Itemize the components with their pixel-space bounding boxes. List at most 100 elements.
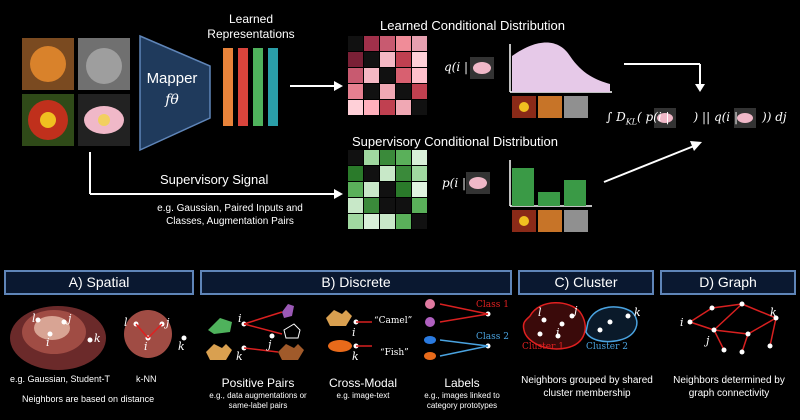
graph-edge-8 bbox=[741, 333, 749, 353]
matrix-cell bbox=[412, 68, 427, 83]
kl-suffix: )) dj bbox=[762, 110, 787, 124]
graph-edge-3 bbox=[711, 303, 743, 309]
sup-bar-2 bbox=[538, 192, 560, 206]
graph-node-4 bbox=[745, 331, 751, 337]
matrix-cell bbox=[364, 198, 379, 213]
matrix-cell bbox=[364, 52, 379, 67]
spatial-label-i: i bbox=[46, 336, 50, 349]
cluster-label-i: i bbox=[556, 326, 560, 339]
kl-prefix: ∫ D bbox=[606, 110, 626, 124]
cm-label-k: k bbox=[352, 350, 359, 363]
graph-label-i: i bbox=[680, 316, 684, 329]
matrix-cell bbox=[348, 214, 363, 229]
cluster2-label: Cluster 2 bbox=[586, 342, 629, 352]
matrix-cell bbox=[380, 182, 395, 197]
matrix-cell bbox=[348, 84, 363, 99]
matrix-cell bbox=[380, 214, 395, 229]
matrix-cell bbox=[348, 198, 363, 213]
graph-edge-6 bbox=[713, 329, 749, 335]
matrix-cell bbox=[348, 166, 363, 181]
repr-bar-red bbox=[238, 48, 248, 126]
supervisory-signal-label: Supervisory Signal bbox=[160, 172, 269, 187]
graph-node-5 bbox=[739, 349, 745, 355]
cluster-label-j: j bbox=[574, 304, 578, 317]
pos-label-k: k bbox=[236, 350, 243, 363]
cluster1-blob bbox=[522, 302, 586, 350]
matrix-cell bbox=[380, 150, 395, 165]
knn-region bbox=[124, 310, 172, 358]
graph-node-i bbox=[687, 319, 693, 325]
matrix-cell bbox=[396, 68, 411, 83]
matrix-cell bbox=[364, 166, 379, 181]
panel-title-spatial: A) Spatial bbox=[4, 270, 194, 295]
lotus-label-icon bbox=[425, 299, 435, 309]
labels-sub: e.g., images linked to category prototyp… bbox=[424, 391, 500, 410]
thumb-cat-1 bbox=[564, 96, 588, 118]
matrix-cell bbox=[364, 182, 379, 197]
matrix-cell bbox=[380, 52, 395, 67]
repr-bar-green bbox=[253, 48, 263, 126]
graph-node-7 bbox=[767, 343, 773, 349]
fish-label-icon bbox=[424, 336, 436, 344]
labels-title: Labels bbox=[444, 376, 480, 390]
pos-node-j bbox=[269, 333, 275, 339]
cluster-label-k: k bbox=[634, 306, 641, 319]
cluster-node-i bbox=[559, 321, 565, 327]
mapper-function: fθ bbox=[165, 92, 179, 108]
repr-bar-orange bbox=[223, 48, 233, 126]
graph-label-k: k bbox=[770, 306, 777, 319]
class2-label: Class 2 bbox=[476, 332, 509, 342]
camel-right-icon bbox=[278, 344, 304, 360]
matrix-cell bbox=[396, 36, 411, 51]
thumb-cat-2 bbox=[564, 210, 588, 232]
positive-pairs-title: Positive Pairs bbox=[221, 376, 295, 390]
matrix-cell bbox=[396, 214, 411, 229]
graph-edge-9 bbox=[713, 329, 725, 351]
sup-bar-1 bbox=[512, 168, 534, 206]
lotus-center bbox=[98, 114, 110, 126]
sup-bar-3 bbox=[564, 180, 586, 206]
thumb-flower-2-center bbox=[519, 216, 529, 226]
learned-to-kl-head bbox=[695, 84, 705, 92]
sup-dist-thumbs bbox=[512, 210, 588, 232]
matrix-cell bbox=[364, 84, 379, 99]
panel-title-graph: D) Graph bbox=[660, 270, 796, 295]
learned-dist-curve bbox=[512, 42, 610, 92]
thumb-dog-2 bbox=[538, 210, 562, 232]
fish-icon bbox=[328, 340, 352, 352]
kl-q-thumb-lotus bbox=[737, 113, 753, 123]
crossmodal-title: Cross-Modal bbox=[328, 376, 397, 390]
matrix-cell bbox=[348, 182, 363, 197]
input-images bbox=[22, 38, 130, 146]
flower-red-center bbox=[40, 112, 56, 128]
cluster2-blob bbox=[585, 306, 638, 343]
pos-edge-2 bbox=[243, 323, 283, 335]
graph-node-2 bbox=[709, 305, 715, 311]
matrix-cell bbox=[396, 182, 411, 197]
knn-edge-il bbox=[135, 323, 149, 339]
matrix-cell bbox=[380, 36, 395, 51]
graph-edge-2 bbox=[689, 321, 715, 331]
p-query-thumb-lotus bbox=[469, 177, 487, 189]
supervisory-examples: e.g. Gaussian, Paired Inputs and Classes… bbox=[157, 203, 303, 227]
learned-conditional-title: Learned Conditional Distribution bbox=[380, 18, 566, 33]
kl-formula: ∫ DKL( p(i |) || q(i |)) dj bbox=[606, 110, 787, 126]
panel-title-discrete: B) Discrete bbox=[200, 270, 512, 295]
knn-node-k bbox=[181, 335, 187, 341]
cluster-node-a bbox=[537, 331, 543, 337]
label-edge-1 bbox=[439, 303, 489, 315]
learned-similarity-matrix bbox=[348, 36, 427, 115]
matrix-cell bbox=[380, 100, 395, 115]
cluster-node-b bbox=[555, 333, 561, 339]
sup-to-kl-head bbox=[690, 141, 702, 151]
spatial-note: Neighbors are based on distance bbox=[22, 394, 155, 404]
matrix-cell bbox=[380, 68, 395, 83]
matrix-cell bbox=[396, 100, 411, 115]
kl-mid2: ) || q(i | bbox=[693, 110, 739, 124]
graph-note: Neighbors determined by graph connectivi… bbox=[673, 375, 785, 399]
graph-nodes bbox=[687, 301, 779, 355]
matrix-cell bbox=[412, 214, 427, 229]
matrix-cell bbox=[412, 36, 427, 51]
arrow-to-learned-matrix-head bbox=[334, 81, 343, 91]
graph-edge-10 bbox=[769, 317, 777, 347]
